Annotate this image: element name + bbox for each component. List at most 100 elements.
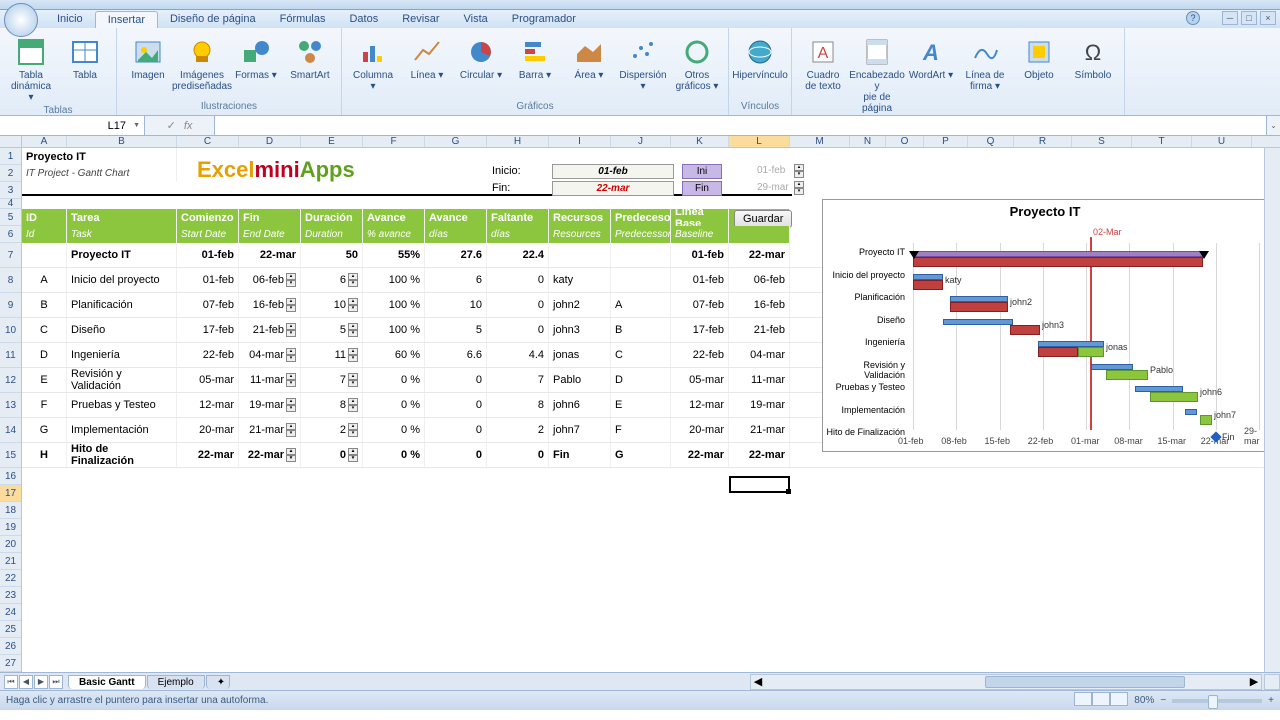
- data-cell[interactable]: 0 %: [363, 443, 425, 467]
- data-cell[interactable]: 0 %: [363, 418, 425, 442]
- row-15[interactable]: 15: [0, 443, 21, 468]
- col-G[interactable]: G: [425, 136, 487, 147]
- data-cell[interactable]: Pruebas y Testeo: [67, 393, 177, 417]
- cell-spinner[interactable]: ▴▾: [286, 298, 296, 312]
- data-cell[interactable]: katy: [549, 268, 611, 292]
- data-cell[interactable]: 11▴▾: [301, 343, 363, 367]
- data-cell[interactable]: B: [611, 318, 671, 342]
- row-5[interactable]: 5: [0, 209, 21, 226]
- data-cell[interactable]: G: [611, 443, 671, 467]
- col-J[interactable]: J: [611, 136, 671, 147]
- cell-spinner[interactable]: ▴▾: [286, 273, 296, 287]
- col-B[interactable]: B: [67, 136, 177, 147]
- horizontal-scrollbar[interactable]: ◀▶: [750, 674, 1262, 690]
- ribbon-areachart[interactable]: Área ▾: [564, 34, 614, 83]
- data-cell[interactable]: 20-mar: [177, 418, 239, 442]
- data-cell[interactable]: 0▴▾: [301, 443, 363, 467]
- cell-spinner[interactable]: ▴▾: [348, 373, 358, 387]
- data-cell[interactable]: 21-feb: [729, 318, 790, 342]
- office-button[interactable]: [4, 3, 38, 37]
- data-cell[interactable]: 22-mar: [177, 443, 239, 467]
- data-cell[interactable]: D: [611, 368, 671, 392]
- col-L[interactable]: L: [729, 136, 790, 147]
- data-cell[interactable]: 01-feb: [177, 243, 239, 267]
- data-cell[interactable]: 01-feb: [671, 243, 729, 267]
- ribbon-smartart[interactable]: SmartArt: [285, 34, 335, 83]
- vertical-scrollbar[interactable]: [1264, 148, 1280, 672]
- col-U[interactable]: U: [1192, 136, 1252, 147]
- data-cell[interactable]: 11-mar: [729, 368, 790, 392]
- data-cell[interactable]: 22-feb: [177, 343, 239, 367]
- data-cell[interactable]: C: [22, 318, 67, 342]
- row-13[interactable]: 13: [0, 393, 21, 418]
- data-cell[interactable]: 19-mar: [729, 393, 790, 417]
- data-cell[interactable]: Planificación: [67, 293, 177, 317]
- ini-button[interactable]: Ini: [682, 164, 722, 179]
- cell-spinner[interactable]: ▴▾: [286, 423, 296, 437]
- ribbon-colchart[interactable]: Columna ▾: [348, 34, 398, 94]
- data-cell[interactable]: [549, 243, 611, 267]
- view-buttons[interactable]: [1074, 692, 1128, 709]
- data-cell[interactable]: 12-mar: [177, 393, 239, 417]
- ribbon-headerfooter[interactable]: Encabezado ypie de página: [852, 34, 902, 116]
- tab-insertar[interactable]: Insertar: [95, 11, 158, 28]
- help-button[interactable]: ?: [1186, 11, 1200, 25]
- tab-inicio[interactable]: Inicio: [45, 11, 95, 28]
- data-cell[interactable]: 4.4: [487, 343, 549, 367]
- cell-spinner[interactable]: ▴▾: [348, 298, 358, 312]
- data-cell[interactable]: 19-mar▴▾: [239, 393, 301, 417]
- data-cell[interactable]: 01-feb: [177, 268, 239, 292]
- cell-spinner[interactable]: ▴▾: [348, 323, 358, 337]
- gantt-chart[interactable]: Proyecto IT01-feb08-feb15-feb22-feb01-ma…: [822, 199, 1268, 452]
- row-19[interactable]: 19: [0, 519, 21, 536]
- ribbon-object[interactable]: Objeto: [1014, 34, 1064, 83]
- col-H[interactable]: H: [487, 136, 549, 147]
- data-cell[interactable]: 04-mar▴▾: [239, 343, 301, 367]
- data-cell[interactable]: 0: [425, 368, 487, 392]
- ribbon-image[interactable]: Imagen: [123, 34, 173, 83]
- data-cell[interactable]: Ingeniería: [67, 343, 177, 367]
- data-cell[interactable]: 06-feb: [729, 268, 790, 292]
- data-cell[interactable]: john7: [549, 418, 611, 442]
- ribbon-scatter[interactable]: Dispersión ▾: [618, 34, 668, 94]
- data-cell[interactable]: Proyecto IT: [67, 243, 177, 267]
- data-cell[interactable]: 0: [425, 393, 487, 417]
- row-21[interactable]: 21: [0, 553, 21, 570]
- data-cell[interactable]: [22, 243, 67, 267]
- row-9[interactable]: 9: [0, 293, 21, 318]
- row-10[interactable]: 10: [0, 318, 21, 343]
- col-O[interactable]: O: [886, 136, 924, 147]
- data-cell[interactable]: 8▴▾: [301, 393, 363, 417]
- zoom-in[interactable]: +: [1268, 695, 1274, 706]
- data-cell[interactable]: 6▴▾: [301, 268, 363, 292]
- data-cell[interactable]: 0: [487, 443, 549, 467]
- row-17[interactable]: 17: [0, 485, 21, 502]
- data-cell[interactable]: 7: [487, 368, 549, 392]
- data-cell[interactable]: 22-mar: [239, 243, 301, 267]
- ribbon-table[interactable]: Tabla: [60, 34, 110, 83]
- tab-datos[interactable]: Datos: [337, 11, 390, 28]
- data-cell[interactable]: Inicio del proyecto: [67, 268, 177, 292]
- data-cell[interactable]: 6.6: [425, 343, 487, 367]
- cell-spinner[interactable]: ▴▾: [348, 348, 358, 362]
- date-spinner-2[interactable]: ▴▾: [794, 181, 804, 195]
- maximize-button[interactable]: □: [1241, 11, 1257, 25]
- ribbon-symbol[interactable]: ΩSímbolo: [1068, 34, 1118, 83]
- data-cell[interactable]: E: [611, 393, 671, 417]
- col-A[interactable]: A: [22, 136, 67, 147]
- close-button[interactable]: ×: [1260, 11, 1276, 25]
- data-cell[interactable]: 10: [425, 293, 487, 317]
- formula-input[interactable]: [215, 116, 1266, 135]
- col-C[interactable]: C: [177, 136, 239, 147]
- data-cell[interactable]: 55%: [363, 243, 425, 267]
- data-cell[interactable]: 20-mar: [671, 418, 729, 442]
- data-cell[interactable]: 07-feb: [177, 293, 239, 317]
- minimize-button[interactable]: ─: [1222, 11, 1238, 25]
- col-Q[interactable]: Q: [968, 136, 1014, 147]
- cell-spinner[interactable]: ▴▾: [286, 373, 296, 387]
- column-headers[interactable]: ABCDEFGHIJKLMNOPQRSTU: [22, 136, 1280, 148]
- data-cell[interactable]: 22-mar: [729, 443, 790, 467]
- data-cell[interactable]: 0: [487, 318, 549, 342]
- data-cell[interactable]: 16-feb▴▾: [239, 293, 301, 317]
- date-spinner-1[interactable]: ▴▾: [794, 164, 804, 178]
